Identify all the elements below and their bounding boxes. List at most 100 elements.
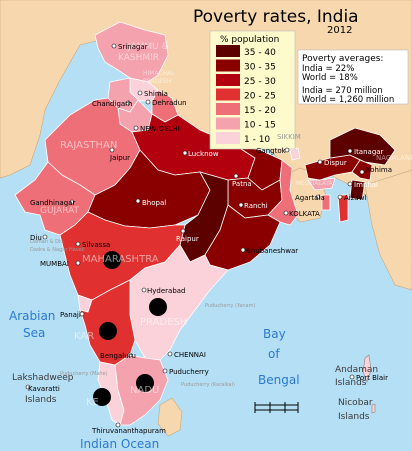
city-marker [167,351,173,357]
city-label: Itanagar [354,148,384,156]
city-label: NEW DELHI [140,125,180,133]
sea-label: Bengal [258,373,300,387]
legend-label: 10 - 15 [244,121,276,131]
legend-swatch [216,45,240,57]
neighbor-land-myanmar [364,169,412,291]
legend-label: 35 - 40 [244,48,276,58]
city-marker [284,147,290,153]
region-label: MEGHALAYA [296,180,334,187]
island-nicobar [371,403,376,414]
region-label: NADU [130,385,159,396]
sea-labels: Arabian Sea Bay of Bengal Indian Ocean [9,309,300,451]
city-marker [135,198,141,204]
scale-bar [254,402,299,413]
region-label: Lakshadweep [12,373,74,383]
state-manipur [349,179,366,201]
blot-marker [136,374,154,392]
city-marker [162,368,168,374]
city-label: Imphal [354,181,378,189]
city-label: Thiruvananthapuram [91,427,166,435]
city-markers [25,43,365,428]
sea-label: Bay [263,327,286,341]
city-labels: Srinagar Shimla Chandigarh Dehradun NEW … [28,43,392,435]
city-label: Hyderabad [147,287,186,295]
city-label: Chandigarh [92,100,132,108]
legend-label: 20 - 25 [244,92,276,102]
region-label: HIMACHAL [143,70,175,77]
state-sikkim [289,147,301,161]
city-label: MUMBAI [40,260,69,268]
region-label: Puducherry (Mahe) [60,371,108,377]
map-title: Poverty rates, India [193,7,359,27]
region-label: KASHMIR [118,53,159,63]
city-marker [79,311,85,317]
region-label: KE [86,397,99,408]
region-label: Andaman [335,365,378,375]
region-label: Nicobar [338,398,373,408]
blot-marker [99,322,117,340]
region-label: JAMMU & [127,42,169,52]
city-marker [137,90,143,96]
legend-swatch [216,103,240,115]
city-label: Agartala [295,194,325,202]
city-marker [233,173,239,179]
city-label: Silvassa [82,241,110,249]
region-label: RAJASTHAN [60,140,117,151]
city-marker [133,125,139,131]
region-label: GUJARAT [40,206,80,216]
averages-world-pct: World = 18% [302,73,358,83]
region-labels: JAMMU & KASHMIR HIMACHAL PRADESH RAJASTH… [40,42,412,408]
region-label: Daman & Diu [30,239,64,245]
region-label: PRADESH [143,78,171,85]
legend-swatch [216,88,240,101]
city-label: Kohima [366,166,392,174]
city-label: Lucknow [188,150,219,158]
city-label: Port Blair [356,374,388,382]
city-label: Gangtok [256,147,287,155]
legend-title: % population [220,35,279,45]
city-marker [182,150,188,156]
city-marker [69,199,75,205]
city-marker [127,352,133,358]
state-west-bengal [267,159,299,226]
sea-label: of [268,347,280,361]
city-marker [180,228,186,234]
city-label: Ranchi [244,202,268,210]
blot-marker [103,251,121,269]
city-marker [347,148,353,154]
island-andaman [362,354,372,384]
city-label: Aizawl [344,194,366,202]
legend-label: 25 - 30 [244,77,276,87]
city-marker [145,99,151,105]
blot-marker [93,388,111,406]
legend-label: 15 - 20 [244,106,276,116]
region-label: Puducherry (Karaikal) [181,382,235,388]
legend-label: 1 - 10 [244,135,270,145]
city-marker [238,202,244,208]
city-label: Raipur [176,235,199,243]
city-label: Patna [232,180,252,188]
city-label: Dispur [324,159,347,167]
city-marker [349,374,355,380]
city-label: Bhubaneshwar [246,247,298,255]
city-marker [347,181,353,187]
neighbor-land-sri-lanka [157,397,183,437]
legend-swatch [216,59,240,72]
city-marker [42,234,48,240]
legend-swatch [216,132,240,144]
city-label: CHENNAI [174,351,206,359]
sea-label: Sea [23,326,45,340]
map-year: 2012 [327,25,352,36]
states [14,21,396,426]
city-label: Jaipur [109,154,130,162]
city-marker [125,100,131,106]
city-marker [75,241,81,247]
state-odisha [204,204,281,271]
averages-world-count: World = 1,260 million [302,95,394,105]
city-marker [75,260,81,266]
city-label: KOLKATA [289,210,320,218]
city-label: Bhopal [142,199,166,207]
sea-label: Arabian [9,309,55,323]
